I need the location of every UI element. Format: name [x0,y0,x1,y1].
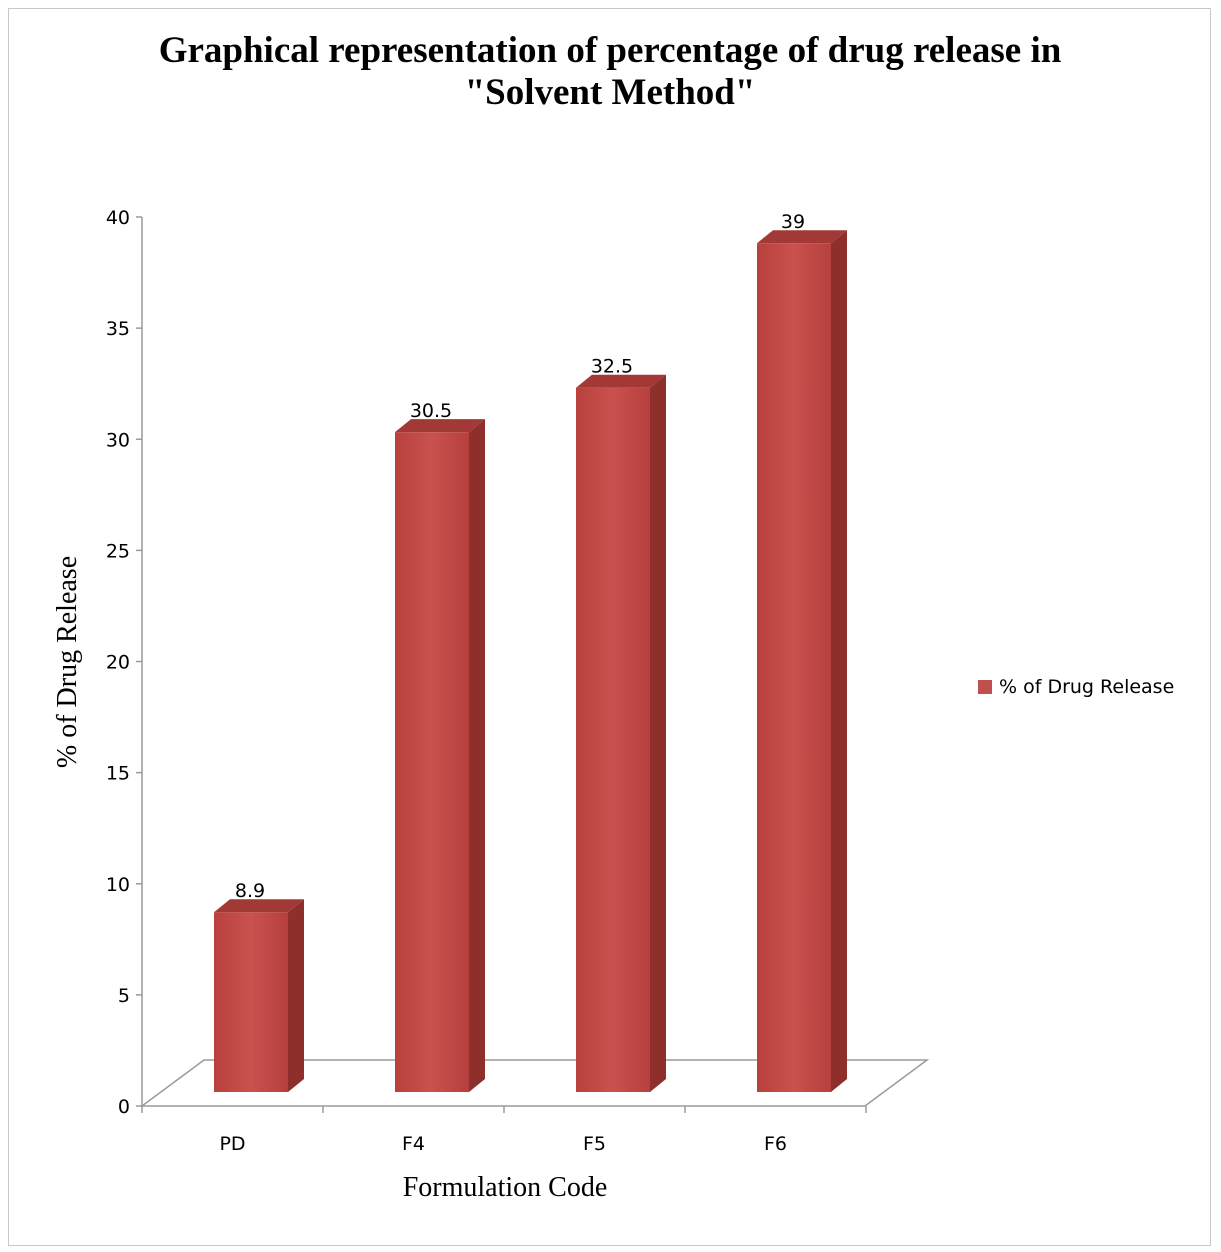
bar [576,374,666,1092]
x-category-label: F6 [764,1133,787,1155]
chart-title: Graphical representation of percentage o… [158,30,1062,113]
bar-top-face [576,374,666,388]
bar [395,419,485,1092]
legend-swatch [978,680,992,694]
chart-floor [139,1059,930,1107]
bar-top-face [214,899,304,913]
y-axis-title: % of Drug Release [52,556,83,768]
bar-front-face [757,243,831,1093]
legend: % of Drug Release [978,676,1174,698]
data-label: 32.5 [591,356,633,378]
bar-side-face [650,374,666,1092]
y-tick-label: 25 [106,540,130,562]
x-category-label: F4 [402,1133,425,1155]
legend-label: % of Drug Release [999,676,1175,698]
y-tick-label: 15 [106,763,130,785]
bar [214,899,304,1092]
y-tick-label: 40 [106,207,130,229]
y-tick-label: 20 [106,652,130,674]
data-label: 30.5 [410,400,452,422]
data-label: 39 [781,211,805,233]
bar-top-face [395,419,485,433]
bar-side-face [288,899,304,1092]
y-tick-label: 10 [106,874,130,896]
y-tick-label: 0 [118,1096,130,1118]
bar-front-face [576,387,650,1092]
x-category-label: PD [219,1133,245,1155]
data-label: 8.9 [235,880,265,902]
y-tick-label: 35 [106,318,130,340]
bar-top-face [757,230,847,244]
bar [757,230,847,1093]
bar-front-face [214,912,288,1092]
x-axis-title: Formulation Code [403,1172,608,1203]
bar-side-face [831,230,847,1093]
bar-front-face [395,432,469,1092]
y-tick-label: 5 [118,985,130,1007]
bar-side-face [469,419,485,1092]
y-tick-label: 30 [106,429,130,451]
x-category-label: F5 [583,1133,606,1155]
